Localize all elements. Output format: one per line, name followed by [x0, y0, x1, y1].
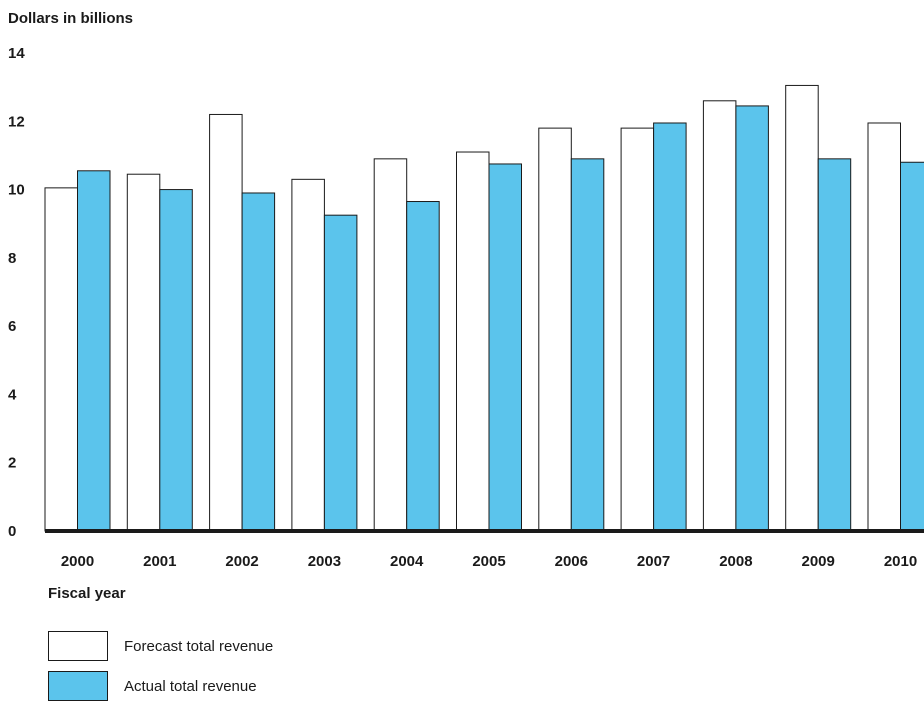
bar-actual	[901, 162, 924, 531]
y-tick-label: 6	[8, 318, 16, 335]
bar-actual	[78, 171, 111, 531]
y-tick-label: 10	[8, 182, 25, 199]
bar-forecast	[45, 188, 78, 531]
legend-swatch-actual	[48, 671, 108, 701]
bar-actual	[654, 123, 687, 531]
x-tick-label: 2000	[61, 553, 94, 570]
bar-actual	[571, 159, 604, 531]
legend: Forecast total revenue Actual total reve…	[48, 630, 273, 710]
bar-actual	[324, 215, 357, 531]
x-axis-title: Fiscal year	[48, 585, 126, 602]
x-tick-label: 2004	[390, 553, 424, 570]
x-tick-label: 2003	[308, 553, 341, 570]
x-tick-label: 2005	[472, 553, 505, 570]
x-tick-label: 2002	[225, 553, 258, 570]
bar-actual	[160, 190, 193, 531]
y-tick-label: 0	[8, 523, 16, 540]
bar-forecast	[127, 174, 160, 531]
legend-item-actual: Actual total revenue	[48, 670, 273, 702]
bar-actual	[818, 159, 851, 531]
x-tick-label: 2009	[802, 553, 835, 570]
bar-forecast	[210, 114, 243, 531]
bar-actual	[242, 193, 275, 531]
bar-forecast	[374, 159, 407, 531]
bar-forecast	[621, 128, 654, 531]
legend-label-actual: Actual total revenue	[124, 678, 257, 695]
x-tick-label: 2007	[637, 553, 670, 570]
y-axis-title: Dollars in billions	[8, 10, 133, 27]
y-tick-label: 2	[8, 455, 16, 472]
y-tick-label: 12	[8, 113, 25, 130]
y-tick-label: 14	[8, 45, 25, 62]
bar-forecast	[786, 85, 819, 531]
bar-actual	[407, 202, 440, 531]
x-tick-label: 2001	[143, 553, 176, 570]
bar-forecast	[539, 128, 572, 531]
bar-actual	[489, 164, 522, 531]
bar-actual	[736, 106, 769, 531]
x-tick-label: 2006	[555, 553, 588, 570]
bar-forecast	[868, 123, 901, 531]
x-tick-label: 2010	[884, 553, 917, 570]
y-tick-label: 8	[8, 250, 16, 267]
legend-item-forecast: Forecast total revenue	[48, 630, 273, 662]
bar-forecast	[292, 179, 325, 531]
legend-swatch-forecast	[48, 631, 108, 661]
bar-forecast	[457, 152, 490, 531]
legend-label-forecast: Forecast total revenue	[124, 638, 273, 655]
x-tick-label: 2008	[719, 553, 752, 570]
y-tick-label: 4	[8, 386, 17, 403]
bar-forecast	[703, 101, 736, 531]
